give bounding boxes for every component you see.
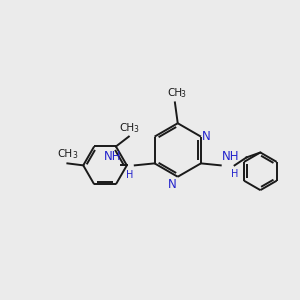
Text: 3: 3 (181, 91, 186, 100)
Text: CH: CH (167, 88, 182, 98)
Text: H: H (231, 169, 238, 179)
Text: 3: 3 (134, 124, 139, 134)
Text: N: N (202, 130, 211, 143)
Text: N: N (168, 178, 177, 191)
Text: CH: CH (119, 123, 134, 133)
Text: NH: NH (222, 150, 239, 164)
Text: 3: 3 (72, 152, 77, 160)
Text: H: H (126, 170, 134, 180)
Text: NH: NH (103, 150, 121, 164)
Text: CH: CH (58, 149, 73, 159)
